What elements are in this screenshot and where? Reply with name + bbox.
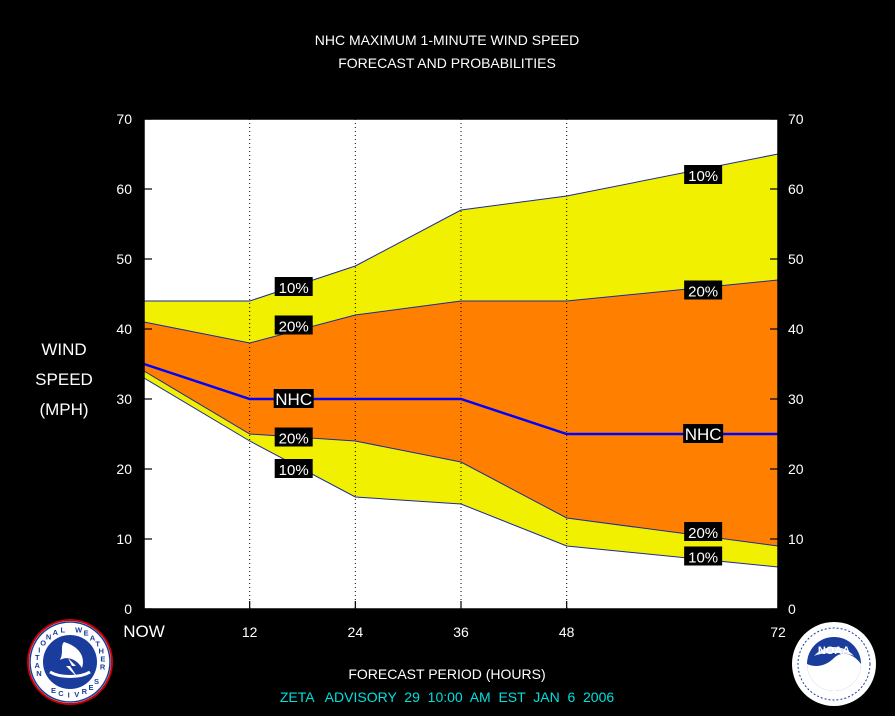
series-label-box: [274, 315, 313, 335]
x-tick-label: 48: [559, 624, 575, 640]
series-label-text: 20%: [279, 431, 309, 448]
series-label-box: [684, 165, 723, 184]
y-tick-label-left: 50: [116, 251, 132, 267]
series-label: 10%: [684, 165, 723, 185]
series-label-box: [273, 389, 314, 408]
series-label: 20%: [274, 315, 313, 336]
series-label: 20%: [684, 522, 723, 542]
y-tick-label-left: 30: [116, 391, 132, 407]
nws-logo-text: NATIONA L WEAT H E R S ERVICE: [34, 625, 105, 700]
noaa-logo: NOAA: [792, 622, 876, 706]
series-label: NHC: [273, 389, 314, 409]
series-line-0: [144, 153, 779, 302]
series-label-box: [274, 277, 313, 296]
chart-subtitle: FORECAST AND PROBABILITIES: [338, 55, 556, 71]
advisory-footer: ZETA ADVISORY 29 10:00 AM EST JAN 6 2006: [280, 689, 615, 705]
series-label-text: 10%: [279, 280, 309, 297]
y-tick-label-left: 10: [116, 531, 132, 547]
series-label: 20%: [274, 427, 313, 448]
band-20-percent: [144, 280, 778, 546]
series-label-box: [684, 280, 723, 300]
series-label-text: 20%: [688, 284, 718, 301]
y-axis-label-line-3: (MPH): [39, 400, 88, 419]
series-label: 10%: [684, 546, 723, 567]
x-tick-label: 36: [453, 624, 469, 640]
y-axis-label-line-1: WIND: [41, 340, 86, 359]
y-tick-label-left: 40: [116, 321, 132, 337]
y-tick-label-left: 0: [124, 601, 132, 617]
x-tick-label: 72: [770, 624, 786, 640]
series-line-4: [143, 377, 779, 568]
y-axis-label-line-2: SPEED: [35, 370, 93, 389]
series-label-box: [684, 546, 723, 566]
y-tick-label-left: 60: [116, 181, 132, 197]
series-label-text: 10%: [279, 462, 309, 479]
series-label-box: [274, 427, 313, 447]
x-tick-label: NOW: [123, 622, 165, 641]
x-axis-label: FORECAST PERIOD (HOURS): [348, 666, 545, 682]
series-line-3: [143, 370, 779, 547]
series-label-box: [683, 424, 724, 443]
y-tick-label-right: 20: [788, 461, 804, 477]
y-tick-label-right: 60: [788, 181, 804, 197]
series-label: 10%: [274, 277, 313, 297]
nhc-forecast-line: [143, 362, 778, 436]
series-label-text: NHC: [275, 390, 312, 409]
y-tick-label-right: 70: [788, 111, 804, 127]
series-label-text: NHC: [685, 425, 722, 444]
series-line-1: [143, 279, 779, 344]
series-label: NHC: [683, 424, 724, 444]
series-label-text: 20%: [688, 525, 718, 542]
y-tick-label-right: 50: [788, 251, 804, 267]
series-label-text: 20%: [279, 319, 309, 336]
x-tick-label: 24: [348, 624, 364, 640]
nws-logo: NATIONA L WEAT H E R S ERVICE: [27, 619, 113, 705]
series-label-text: 10%: [688, 168, 718, 185]
y-tick-label-left: 70: [116, 111, 132, 127]
chart-title: NHC MAXIMUM 1-MINUTE WIND SPEED: [315, 32, 579, 48]
y-tick-label-left: 20: [116, 461, 132, 477]
y-tick-label-right: 30: [788, 391, 804, 407]
noaa-logo-text: NOAA: [818, 645, 850, 657]
y-tick-label-right: 0: [788, 601, 796, 617]
series-label-box: [684, 522, 723, 541]
series-label: 20%: [684, 280, 723, 301]
x-tick-label: 12: [242, 624, 258, 640]
y-tick-label-right: 10: [788, 531, 804, 547]
y-tick-label-right: 40: [788, 321, 804, 337]
series-label-text: 10%: [688, 550, 718, 567]
series-label-box: [274, 459, 313, 478]
series-label: 10%: [274, 459, 313, 479]
